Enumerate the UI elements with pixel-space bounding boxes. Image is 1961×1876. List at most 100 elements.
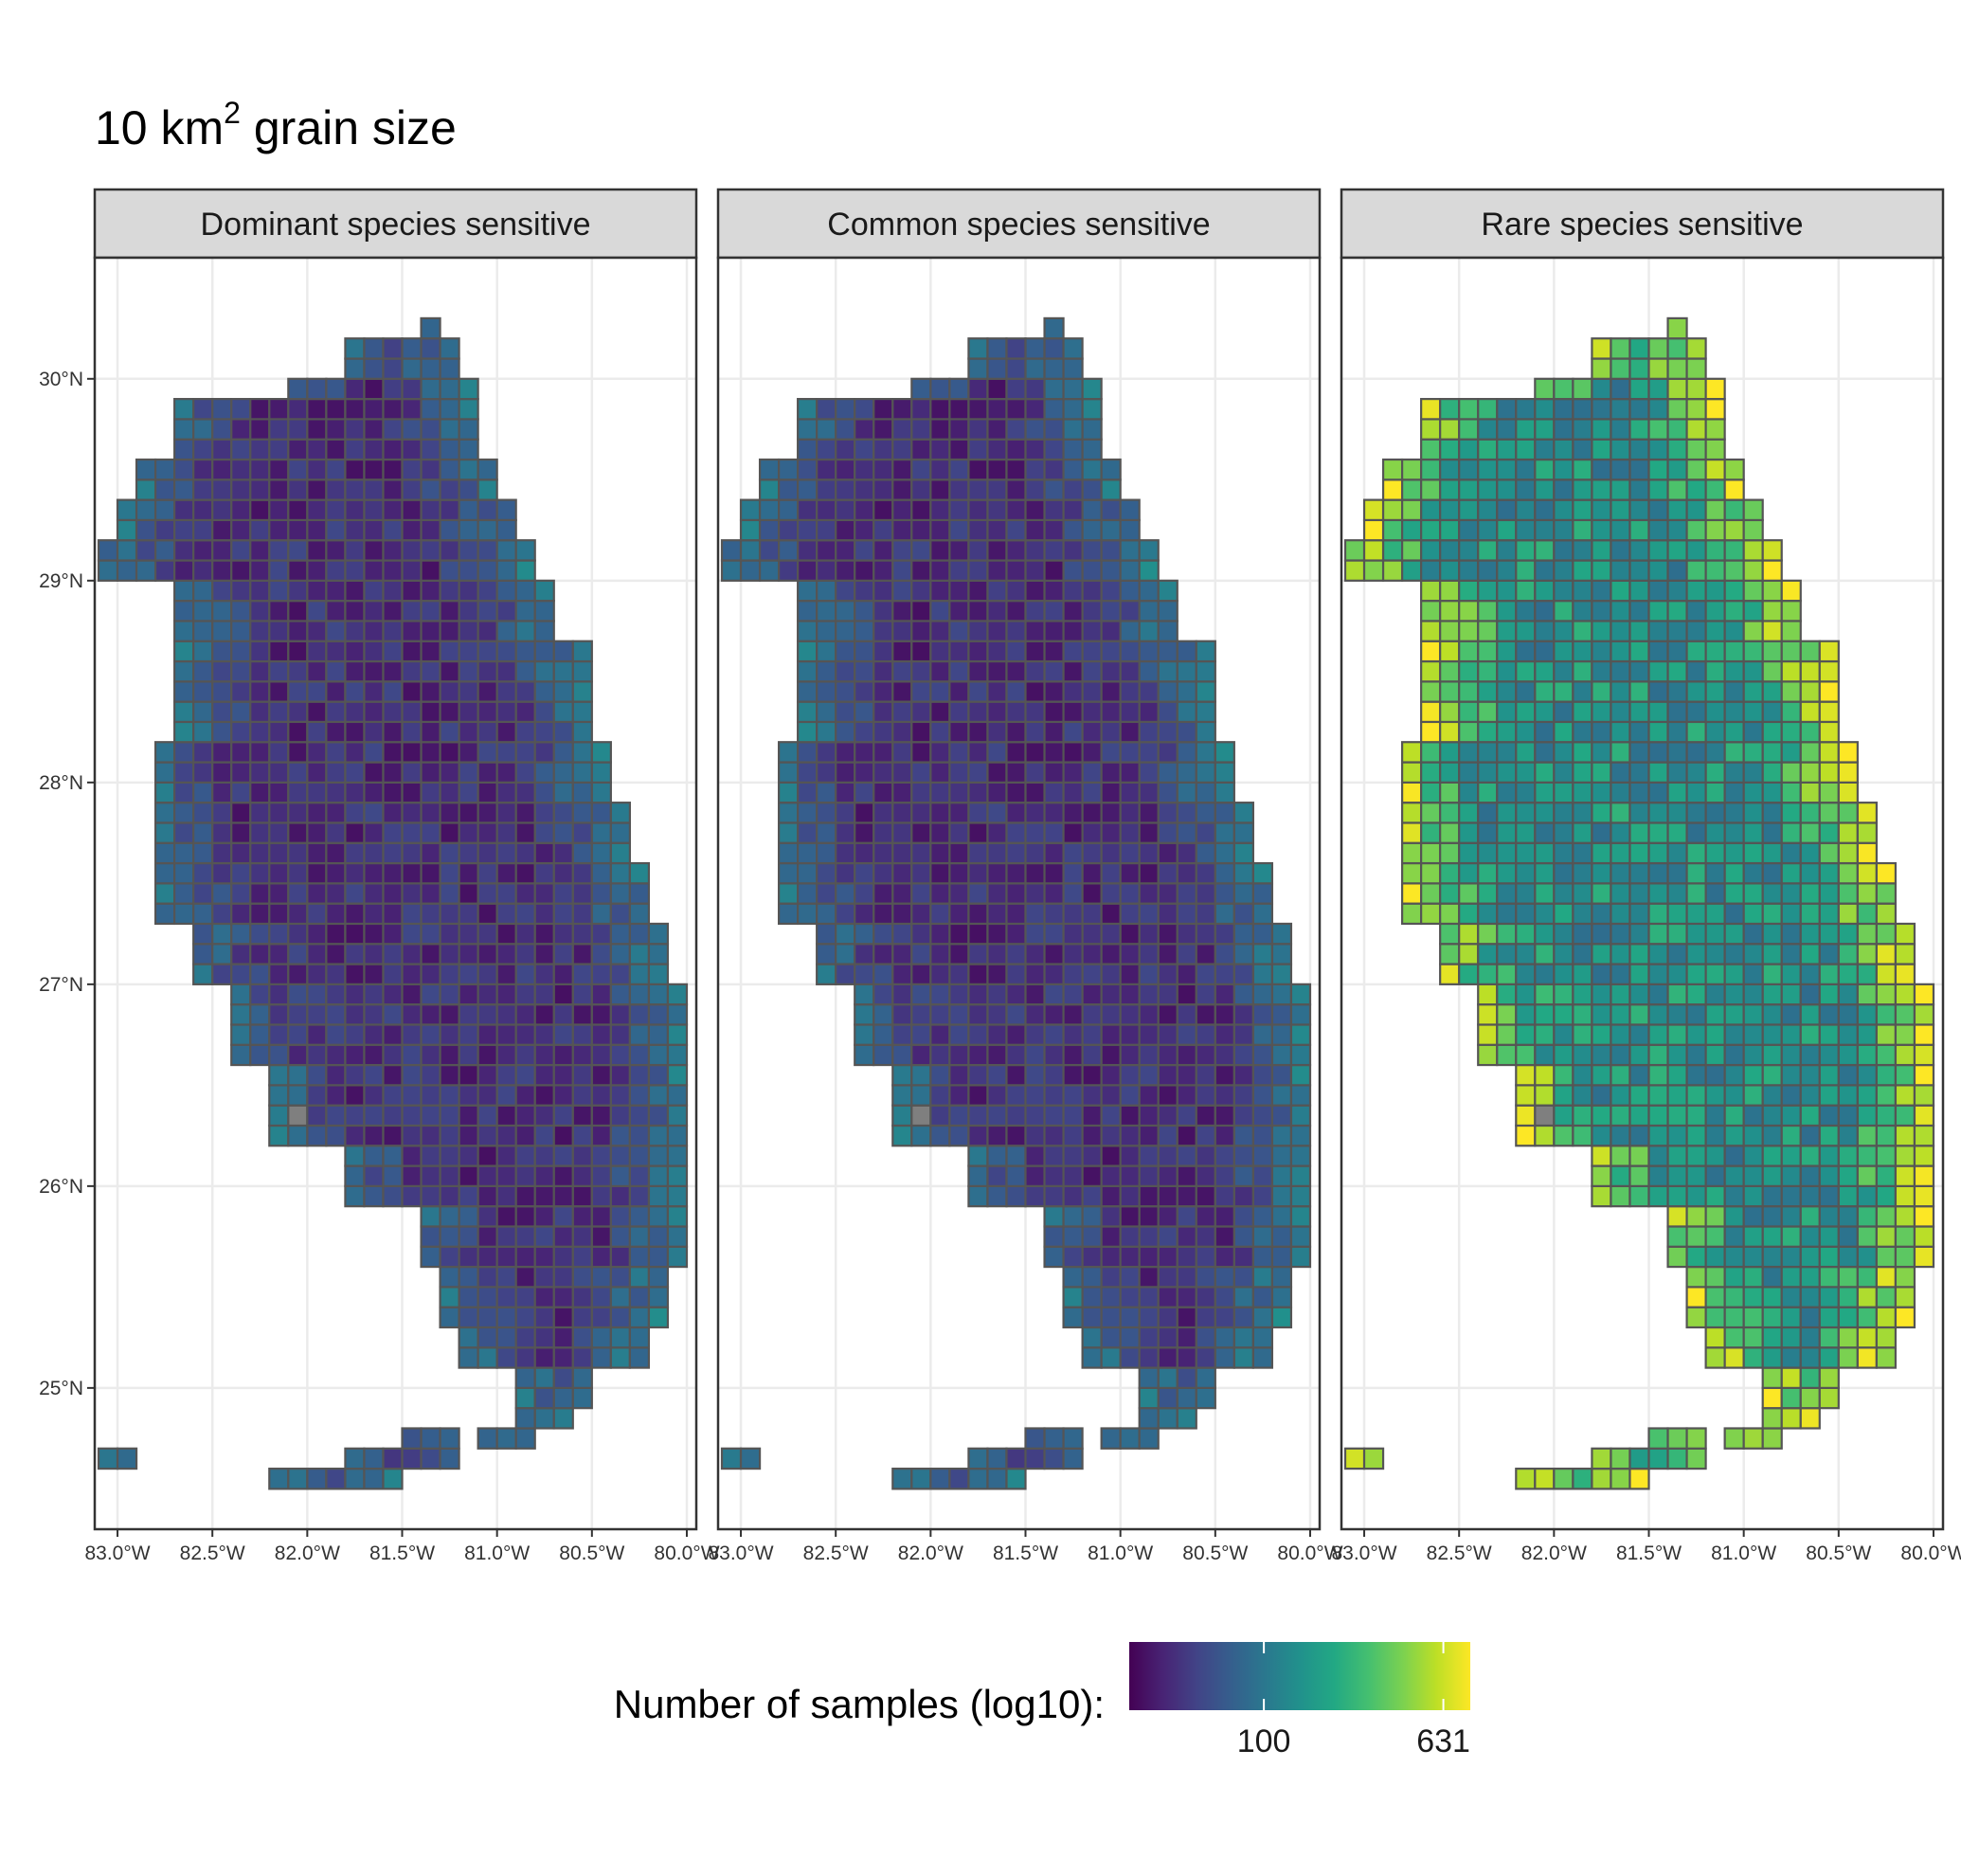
- grid-cell: [1685, 861, 1707, 885]
- grid-cell: [230, 620, 252, 642]
- grid-cell: [1799, 1145, 1821, 1167]
- grid-cell: [287, 518, 309, 542]
- grid-cell: [420, 741, 441, 764]
- grid-cell: [1628, 1003, 1650, 1026]
- grid-cell: [891, 438, 913, 461]
- grid-cell: [287, 539, 309, 562]
- grid-cell: [1119, 802, 1141, 824]
- grid-cell: [1534, 1124, 1556, 1147]
- grid-cell: [306, 640, 328, 663]
- grid-cell: [249, 559, 271, 582]
- grid-cell: [1043, 640, 1065, 663]
- grid-cell: [230, 539, 252, 562]
- grid-cell: [891, 720, 913, 744]
- grid-cell: [1534, 821, 1556, 844]
- grid-cell: [891, 1084, 913, 1107]
- grid-cell: [344, 680, 366, 703]
- grid-cell: [1534, 478, 1556, 501]
- grid-cell: [1534, 640, 1556, 663]
- grid-cell: [1704, 1043, 1726, 1067]
- grid-cell: [1157, 1386, 1178, 1410]
- grid-cell: [1439, 821, 1461, 844]
- grid-cell: [439, 983, 460, 1006]
- grid-cell: [439, 1306, 460, 1329]
- grid-cell: [1704, 922, 1726, 946]
- grid-cell: [458, 821, 479, 844]
- grid-cell: [1685, 841, 1707, 865]
- grid-cell: [1439, 963, 1461, 985]
- grid-cell: [1081, 458, 1103, 481]
- grid-cell: [401, 1164, 423, 1187]
- grid-cell: [1780, 741, 1802, 764]
- grid-cell: [1837, 781, 1859, 804]
- grid-cell: [211, 438, 233, 461]
- grid-cell: [401, 337, 423, 360]
- grid-cell: [1761, 802, 1783, 824]
- grid-cell: [948, 559, 970, 582]
- grid-cell: [1420, 861, 1442, 885]
- grid-cell: [211, 659, 233, 683]
- grid-cell: [1420, 902, 1442, 926]
- grid-cell: [590, 1023, 612, 1046]
- grid-cell: [571, 922, 593, 946]
- grid-cell: [1875, 1245, 1898, 1269]
- grid-cell: [1381, 478, 1404, 501]
- grid-cell: [325, 841, 347, 865]
- grid-cell: [325, 418, 347, 441]
- grid-cell: [1439, 700, 1461, 724]
- grid-cell: [268, 1043, 290, 1067]
- grid-cell: [344, 600, 366, 622]
- grid-cell: [1856, 1245, 1878, 1269]
- grid-cell: [647, 1225, 670, 1248]
- grid-cell: [1138, 821, 1160, 844]
- grid-cell: [477, 1104, 498, 1127]
- grid-cell: [1024, 902, 1046, 926]
- grid-cell: [495, 821, 517, 844]
- grid-cell: [1799, 1043, 1821, 1067]
- grid-cell: [495, 498, 517, 522]
- grid-cell: [1723, 1306, 1745, 1329]
- grid-cell: [1913, 1043, 1935, 1067]
- grid-cell: [1062, 861, 1084, 885]
- grid-cell: [1894, 1063, 1916, 1087]
- x-tick-label: 81.0°W: [1711, 1542, 1776, 1564]
- grid-cell: [1420, 841, 1442, 865]
- grid-cell: [1515, 600, 1537, 622]
- grid-cell: [1062, 518, 1084, 542]
- grid-cell: [1837, 1184, 1859, 1208]
- grid-cell: [477, 1023, 498, 1046]
- grid-cell: [1761, 922, 1783, 946]
- grid-cell: [1572, 720, 1593, 744]
- grid-cell: [873, 539, 894, 562]
- grid-cell: [1477, 418, 1499, 441]
- grid-cell: [533, 922, 555, 946]
- grid-cell: [986, 983, 1008, 1006]
- grid-cell: [1628, 1145, 1650, 1167]
- grid-cell: [173, 821, 195, 844]
- grid-cell: [1761, 1145, 1783, 1167]
- grid-cell: [230, 518, 252, 542]
- grid-cell: [1647, 861, 1669, 885]
- grid-cell: [287, 943, 309, 965]
- grid-cell: [1251, 1124, 1274, 1147]
- grid-cell: [1439, 600, 1461, 622]
- grid-cell: [777, 458, 800, 481]
- grid-cell: [1628, 478, 1650, 501]
- grid-cell: [1119, 1326, 1141, 1349]
- grid-cell: [967, 761, 989, 784]
- grid-cell: [1818, 943, 1840, 965]
- grid-cell: [1628, 781, 1650, 804]
- grid-cell: [628, 1286, 651, 1308]
- grid-cell: [854, 720, 875, 744]
- grid-cell: [420, 1084, 441, 1107]
- grid-cell: [1591, 1145, 1612, 1167]
- grid-cell: [1913, 1245, 1935, 1269]
- grid-cell: [287, 983, 309, 1006]
- grid-cell: [1195, 741, 1216, 764]
- grid-cell: [1214, 861, 1235, 885]
- grid-cell: [1610, 1084, 1631, 1107]
- grid-cell: [401, 841, 423, 865]
- grid-cell: [287, 1084, 309, 1107]
- grid-cell: [1799, 1225, 1821, 1248]
- grid-cell: [609, 1023, 631, 1046]
